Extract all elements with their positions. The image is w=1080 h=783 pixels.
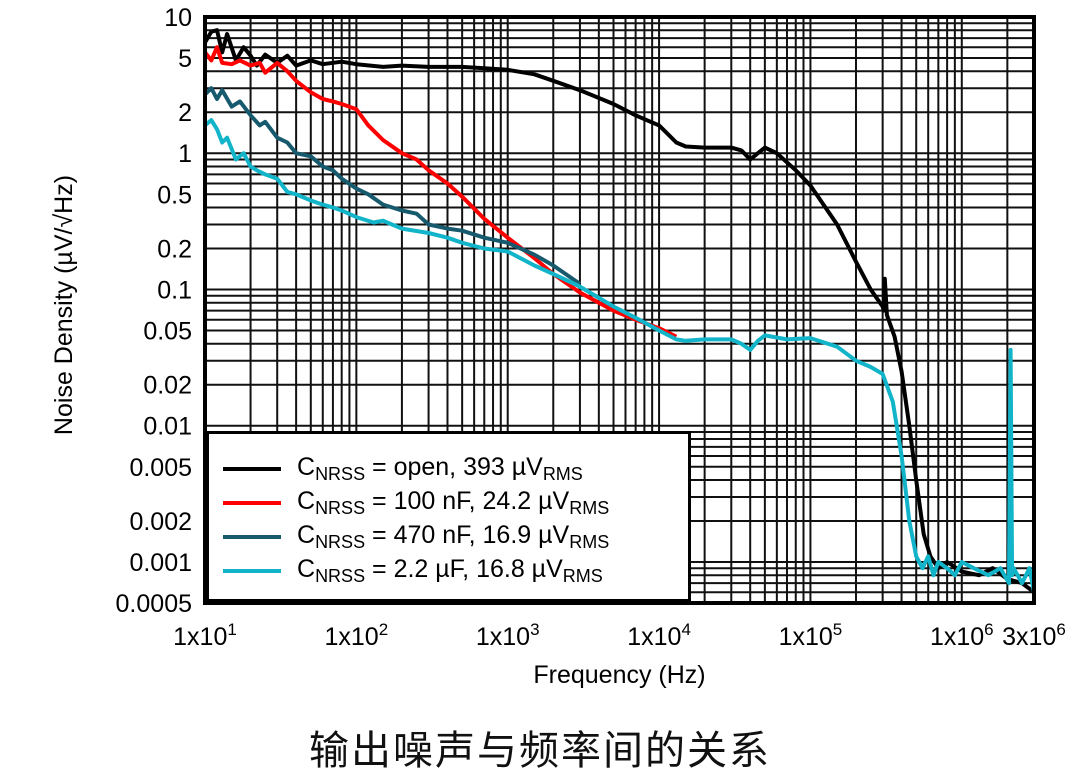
- y-tick-label: 0.5: [157, 181, 192, 209]
- x-tick-label: 1x101: [173, 620, 237, 651]
- y-tick-label: 0.1: [157, 276, 192, 304]
- x-tick-label: 1x103: [476, 620, 540, 651]
- y-tick-label: 2: [178, 99, 192, 127]
- legend-swatch: [223, 467, 281, 471]
- y-tick-label: 0.2: [157, 235, 192, 263]
- legend-item-open: CNRSS = open, 393 µVRMS: [223, 453, 583, 484]
- y-tick-label: 0.01: [143, 413, 192, 441]
- y-tick-label: 0.05: [143, 318, 192, 346]
- series-line-1: [203, 45, 678, 339]
- legend-item-100nf: CNRSS = 100 nF, 24.2 µVRMS: [223, 487, 610, 518]
- legend-label: CNRSS = 2.2 µF, 16.8 µVRMS: [297, 555, 603, 586]
- legend-label: CNRSS = 470 nF, 16.9 µVRMS: [297, 521, 610, 552]
- legend-swatch: [223, 535, 281, 539]
- y-tick-label: 1: [178, 140, 192, 168]
- x-tick-label: 1x104: [627, 620, 691, 651]
- y-tick-label: 0.005: [129, 454, 192, 482]
- legend-item-2p2uf: CNRSS = 2.2 µF, 16.8 µVRMS: [223, 555, 603, 586]
- x-tick-label: 1x102: [325, 620, 389, 651]
- legend: CNRSS = open, 393 µVRMS CNRSS = 100 nF, …: [206, 431, 691, 602]
- legend-swatch: [223, 569, 281, 573]
- series-line-2: [203, 86, 582, 286]
- legend-item-470nf: CNRSS = 470 nF, 16.9 µVRMS: [223, 521, 610, 552]
- x-tick-label: 1x106: [930, 620, 994, 651]
- legend-label: CNRSS = open, 393 µVRMS: [297, 453, 583, 484]
- y-tick-label: 0.02: [143, 372, 192, 400]
- y-axis-label: Noise Density (µV/√Hz): [50, 175, 78, 435]
- legend-label: CNRSS = 100 nF, 24.2 µVRMS: [297, 487, 610, 518]
- y-tick-label: 10: [164, 4, 192, 32]
- y-tick-label: 0.0005: [116, 590, 192, 618]
- y-tick-label: 5: [178, 45, 192, 73]
- y-tick-label: 0.001: [129, 549, 192, 577]
- x-axis-label: Frequency (Hz): [533, 661, 705, 689]
- y-tick-label: 0.002: [129, 508, 192, 536]
- x-tick-label: 3x106: [1002, 620, 1066, 651]
- x-tick-label: 1x105: [779, 620, 843, 651]
- figure-caption: 输出噪声与频率间的关系: [309, 728, 771, 774]
- legend-swatch: [223, 501, 281, 505]
- plot-frame: [203, 15, 1036, 605]
- series-line-3: [203, 118, 1036, 593]
